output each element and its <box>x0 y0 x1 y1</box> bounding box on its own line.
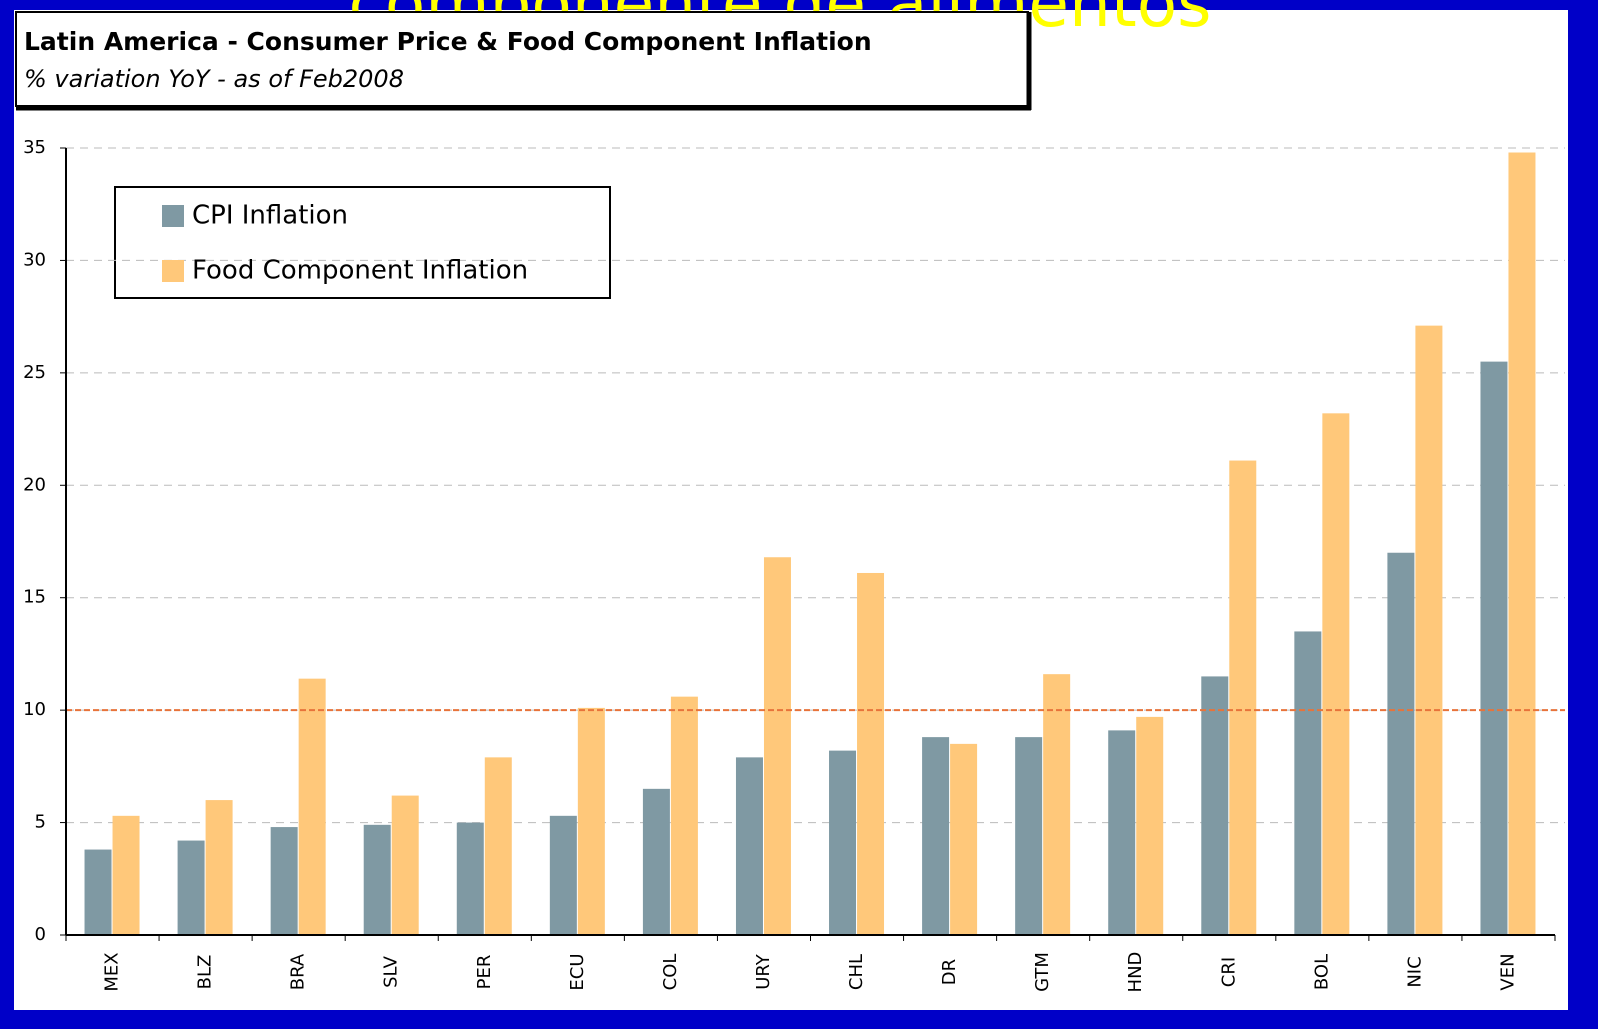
legend-box <box>114 186 611 299</box>
bar <box>1201 676 1229 935</box>
x-tick-label: NIC <box>1404 956 1425 987</box>
x-tick-label: BRA <box>288 953 309 990</box>
y-tick-label: 35 <box>23 137 46 158</box>
bar <box>1322 413 1350 935</box>
bar <box>549 815 577 935</box>
chart-title: Latin America - Consumer Price & Food Co… <box>24 27 872 56</box>
y-tick-label: 30 <box>23 249 46 270</box>
x-tick-label: HND <box>1125 952 1146 993</box>
y-tick-label: 20 <box>23 474 46 495</box>
bar <box>1136 716 1164 935</box>
bar <box>177 840 205 935</box>
bar <box>1294 631 1322 935</box>
bar <box>84 849 112 935</box>
bar <box>1415 325 1443 935</box>
x-tick-label: URY <box>753 953 774 990</box>
bar <box>1229 460 1257 935</box>
x-tick-label: PER <box>474 955 495 990</box>
bar <box>950 743 978 935</box>
y-tick-label: 5 <box>35 812 46 833</box>
bar <box>205 800 233 935</box>
x-tick-label: GTM <box>1032 952 1053 992</box>
bar <box>735 757 763 935</box>
x-tick-label: CRI <box>1218 957 1239 987</box>
bar <box>763 557 791 935</box>
bar <box>363 824 391 935</box>
x-tick-label: ECU <box>567 953 588 990</box>
legend-swatch <box>162 205 184 227</box>
chart-subtitle: % variation YoY - as of Feb2008 <box>24 65 404 93</box>
bar <box>298 678 326 935</box>
bar <box>391 795 419 935</box>
y-tick-label: 25 <box>23 362 46 383</box>
bar <box>922 737 950 935</box>
bar <box>456 822 484 935</box>
bar <box>1387 552 1415 935</box>
legend-label: Food Component Inflation <box>192 256 528 286</box>
bar <box>484 757 512 935</box>
bar <box>1480 361 1508 936</box>
bar <box>1108 730 1136 935</box>
x-tick-label: BOL <box>1311 954 1332 990</box>
bar <box>270 827 298 935</box>
x-tick-label: VEN <box>1497 953 1518 990</box>
x-tick-label: SLV <box>381 955 402 987</box>
bar <box>112 815 140 935</box>
x-tick-label: COL <box>660 954 681 991</box>
y-tick-label: 15 <box>23 587 46 608</box>
legend-swatch <box>162 260 184 282</box>
bar <box>1015 737 1043 935</box>
bar <box>670 696 698 935</box>
bar <box>1508 152 1536 936</box>
x-tick-label: MEX <box>102 952 123 991</box>
bar <box>642 788 670 935</box>
x-tick-label: BLZ <box>195 955 216 990</box>
legend-label: CPI Inflation <box>192 201 348 231</box>
bar <box>577 707 605 935</box>
bar <box>857 572 885 935</box>
y-tick-label: 0 <box>35 924 46 945</box>
bar <box>829 750 857 935</box>
bar <box>1043 674 1071 935</box>
y-tick-label: 10 <box>23 699 46 720</box>
x-tick-label: CHL <box>846 954 867 990</box>
x-tick-label: DR <box>939 959 960 985</box>
